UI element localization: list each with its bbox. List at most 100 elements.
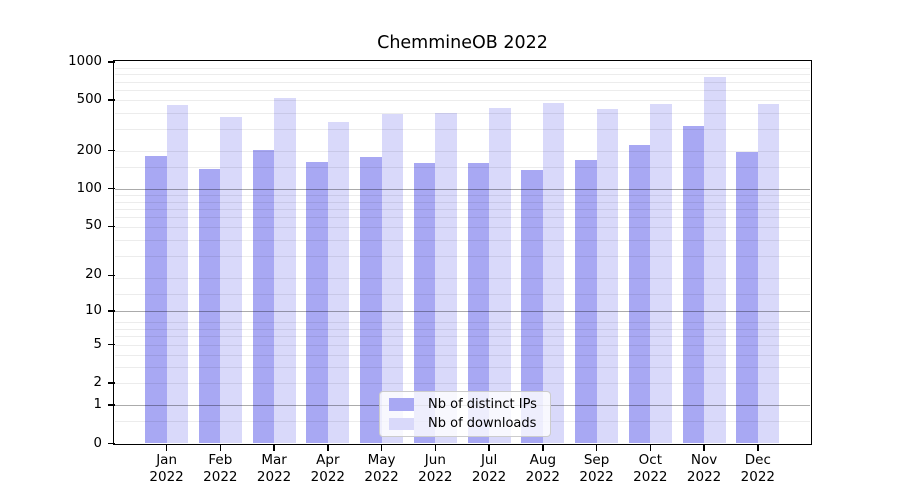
x-tick-label: Dec 2022 (726, 452, 790, 485)
x-tick-year: 2022 (579, 468, 614, 485)
x-tick-label: Oct 2022 (618, 452, 682, 485)
x-tick (380, 445, 383, 451)
x-tick-month: Dec (744, 452, 771, 468)
y-tick-label: 10 (85, 303, 102, 319)
x-tick-label: Nov 2022 (672, 452, 736, 485)
gridline (115, 67, 810, 69)
x-tick (327, 445, 329, 451)
x-tick-year: 2022 (686, 468, 722, 485)
x-tick-year: 2022 (740, 468, 776, 485)
gridline (115, 90, 810, 92)
gridline (115, 150, 810, 152)
gridline (115, 201, 810, 203)
x-tick-label: Apr 2022 (296, 452, 360, 485)
x-tick-month: May (367, 452, 396, 468)
legend-swatch (389, 417, 414, 430)
y-tick-label: 200 (76, 142, 102, 158)
y-tick-label: 5 (93, 336, 102, 352)
bar-aug-nb-of-downloads (542, 102, 565, 444)
x-tick-label: Feb 2022 (188, 452, 252, 485)
y-tick-label: 100 (76, 180, 102, 196)
x-tick-month: Sep (583, 452, 610, 468)
gridline (115, 366, 810, 368)
bar-jun-nb-of-downloads (435, 112, 457, 444)
legend: Nb of distinct IPs Nb of downloads (379, 391, 551, 437)
gridline (115, 227, 810, 229)
y-tick (108, 149, 115, 152)
x-tick (703, 445, 705, 451)
x-tick-year: 2022 (418, 468, 453, 485)
x-tick-year: 2022 (256, 468, 292, 485)
gridline (115, 255, 810, 257)
gridline (115, 278, 810, 280)
x-tick (595, 445, 598, 451)
gridline (115, 354, 810, 356)
chart-title: ChemmineOB 2022 (377, 33, 548, 53)
x-tick-label: Jan 2022 (135, 452, 199, 485)
x-tick-month: Jun (424, 452, 446, 468)
x-tick (219, 445, 222, 451)
bar-apr-nb-of-downloads (327, 122, 350, 444)
x-tick (488, 445, 490, 451)
bar-feb-nb-of-distinct-ips (198, 169, 221, 444)
x-tick-year: 2022 (149, 468, 184, 485)
x-tick (757, 445, 759, 451)
bar-aug-nb-of-distinct-ips (521, 170, 543, 444)
bar-jan-nb-of-distinct-ips (145, 156, 167, 444)
x-tick-month: Jul (480, 452, 498, 468)
y-tick (108, 99, 115, 101)
gridline (115, 128, 810, 130)
bar-oct-nb-of-distinct-ips (628, 144, 651, 444)
y-tick (108, 274, 115, 277)
y-tick-label: 2 (93, 374, 102, 390)
legend-swatch (389, 398, 414, 411)
gridline (115, 208, 810, 210)
bar-nov-nb-of-distinct-ips (682, 125, 705, 444)
x-tick-month: Oct (638, 452, 663, 468)
x-tick-month: Nov (690, 452, 718, 468)
x-tick-year: 2022 (525, 468, 561, 485)
bar-jul-nb-of-downloads (489, 108, 511, 444)
x-tick-label: Aug 2022 (511, 452, 575, 485)
gridline (115, 166, 810, 168)
x-tick-year: 2022 (633, 468, 668, 485)
y-tick (108, 343, 115, 346)
bar-mar-nb-of-distinct-ips (252, 150, 275, 444)
y-tick (108, 187, 115, 190)
gridline (115, 217, 810, 219)
legend-item: Nb of downloads (389, 416, 541, 433)
x-tick (273, 445, 275, 451)
x-tick-label: Jun 2022 (403, 452, 467, 485)
x-tick (542, 445, 544, 451)
legend-item: Nb of distinct IPs (389, 396, 541, 413)
x-tick-label: May 2022 (350, 452, 414, 485)
bar-may-nb-of-distinct-ips (360, 157, 382, 444)
gridline-major (115, 311, 810, 313)
y-tick-label: 0 (93, 435, 102, 451)
x-tick-year: 2022 (203, 468, 238, 485)
gridline (115, 100, 810, 102)
y-tick-label: 500 (76, 92, 102, 108)
bar-dec-nb-of-downloads (757, 104, 780, 444)
x-tick-label: Jul 2022 (457, 452, 521, 485)
plot-area (115, 62, 810, 444)
x-tick-month: Mar (261, 452, 287, 468)
y-tick (108, 61, 115, 63)
x-tick-month: Jan (156, 452, 177, 468)
x-tick-year: 2022 (471, 468, 507, 485)
y-tick-label: 1000 (68, 54, 102, 69)
gridline (115, 74, 810, 76)
gridline (115, 195, 810, 197)
x-tick-month: Aug (529, 452, 557, 468)
y-tick (108, 382, 115, 384)
bar-feb-nb-of-downloads (220, 116, 242, 444)
bar-jun-nb-of-distinct-ips (413, 162, 436, 444)
bar-oct-nb-of-downloads (650, 104, 672, 444)
gridline (115, 336, 810, 338)
x-tick-year: 2022 (364, 468, 399, 485)
gridline (115, 344, 810, 346)
bar-sep-nb-of-distinct-ips (575, 159, 597, 444)
x-tick-label: Sep 2022 (565, 452, 629, 485)
y-tick (108, 310, 115, 312)
